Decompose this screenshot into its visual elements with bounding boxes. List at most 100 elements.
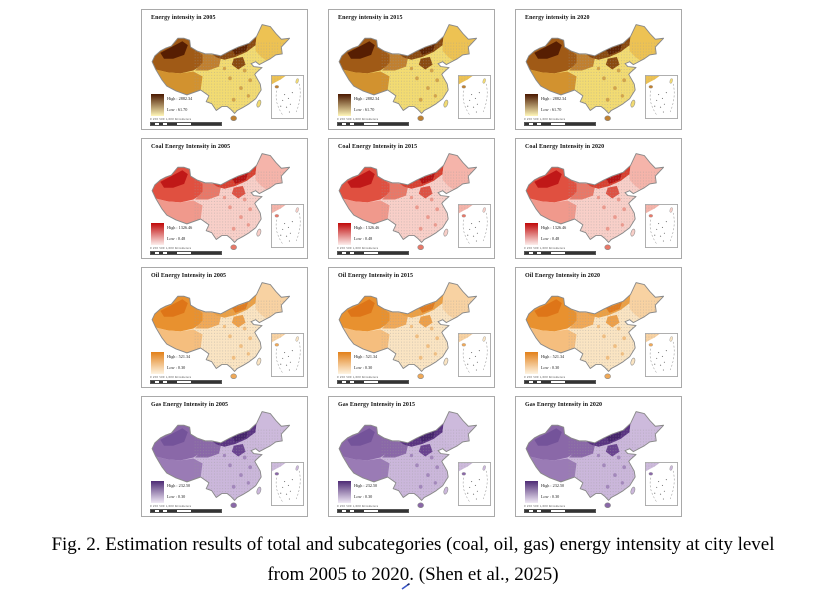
map-panel-total-2015: Energy intensity in 2015 High : 2882.34 … <box>328 9 495 130</box>
legend-low-value: Low : 0.48 <box>541 236 560 242</box>
scale-bar-labels: 0 250 500 1,000 Kilometers <box>337 246 379 251</box>
map-title: Coal Energy Intensity in 2020 <box>525 144 605 150</box>
legend-high-value: High : 1326.46 <box>541 225 567 231</box>
legend-gradient-swatch <box>338 481 351 503</box>
scale-bar: 0 250 500 1,000 Kilometers <box>150 376 232 384</box>
map-grid: Energy intensity in 2005 High : 2882.34 … <box>141 9 682 517</box>
map-panel-gas-2015: Gas Energy Intensity in 2015 High : 232.… <box>328 396 495 517</box>
scale-bar-labels: 0 250 500 1,000 Kilometers <box>524 246 566 251</box>
scale-bar-rule <box>337 509 409 513</box>
south-china-sea-inset <box>271 333 304 377</box>
south-china-sea-inset <box>458 462 491 506</box>
legend-high-value: High : 232.50 <box>354 483 378 489</box>
legend-high-value: High : 2882.34 <box>167 96 193 102</box>
map-legend: High : 2882.34 Low : 61.70 <box>525 94 566 116</box>
south-china-sea-inset <box>271 75 304 119</box>
map-title: Gas Energy Intensity in 2005 <box>151 402 229 408</box>
map-title: Energy intensity in 2015 <box>338 15 403 21</box>
scale-bar: 0 250 500 1,000 Kilometers <box>524 118 606 126</box>
map-panel-coal-2005: Coal Energy Intensity in 2005 High : 132… <box>141 138 308 259</box>
legend-gradient-swatch <box>525 481 538 503</box>
legend-gradient-swatch <box>151 94 164 116</box>
legend-high-value: High : 521.34 <box>541 354 565 360</box>
south-china-sea-inset <box>645 75 678 119</box>
figure-caption-line1: Fig. 2. Estimation results of total and … <box>51 534 775 555</box>
map-panel-coal-2015: Coal Energy Intensity in 2015 High : 132… <box>328 138 495 259</box>
legend-low-value: Low : 0.30 <box>354 365 373 371</box>
scale-bar-rule <box>524 122 596 126</box>
scale-bar-rule <box>150 509 222 513</box>
legend-high-value: High : 1326.46 <box>167 225 193 231</box>
scale-bar-rule <box>337 251 409 255</box>
legend-low-value: Low : 61.70 <box>541 107 562 113</box>
legend-high-value: High : 2882.34 <box>541 96 567 102</box>
scale-bar-labels: 0 250 500 1,000 Kilometers <box>150 246 192 251</box>
legend-low-value: Low : 0.30 <box>167 494 186 500</box>
scale-bar-rule <box>337 380 409 384</box>
scale-bar: 0 250 500 1,000 Kilometers <box>150 118 232 126</box>
legend-gradient-swatch <box>338 223 351 245</box>
map-title: Oil Energy Intensity in 2015 <box>338 273 414 279</box>
map-legend: High : 521.34 Low : 0.30 <box>151 352 190 374</box>
map-title: Energy intensity in 2005 <box>151 15 216 21</box>
legend-low-value: Low : 0.30 <box>541 494 560 500</box>
map-title: Energy intensity in 2020 <box>525 15 590 21</box>
scale-bar-rule <box>524 251 596 255</box>
map-legend: High : 521.34 Low : 0.30 <box>525 352 564 374</box>
map-legend: High : 2882.34 Low : 61.70 <box>151 94 192 116</box>
legend-high-value: High : 521.34 <box>354 354 378 360</box>
cursor-artifact-mark <box>401 577 411 590</box>
map-panel-oil-2005: Oil Energy Intensity in 2005 High : 521.… <box>141 267 308 388</box>
legend-high-value: High : 1326.46 <box>354 225 380 231</box>
scale-bar: 0 250 500 1,000 Kilometers <box>337 376 419 384</box>
scale-bar: 0 250 500 1,000 Kilometers <box>337 118 419 126</box>
legend-gradient-swatch <box>338 352 351 374</box>
scale-bar: 0 250 500 1,000 Kilometers <box>524 247 606 255</box>
scale-bar-rule <box>524 380 596 384</box>
scale-bar-rule <box>150 251 222 255</box>
map-title: Gas Energy Intensity in 2015 <box>338 402 416 408</box>
figure-caption-line2: from 2005 to 2020. (Shen et al., 2025) <box>267 564 559 585</box>
south-china-sea-inset <box>271 204 304 248</box>
scale-bar-labels: 0 250 500 1,000 Kilometers <box>524 375 566 380</box>
legend-gradient-swatch <box>151 481 164 503</box>
map-title: Oil Energy Intensity in 2020 <box>525 273 601 279</box>
map-legend: High : 232.50 Low : 0.30 <box>151 481 190 503</box>
legend-high-value: High : 232.50 <box>167 483 191 489</box>
map-title: Coal Energy Intensity in 2005 <box>151 144 231 150</box>
scale-bar-labels: 0 250 500 1,000 Kilometers <box>337 117 379 122</box>
legend-low-value: Low : 0.48 <box>354 236 373 242</box>
scale-bar-labels: 0 250 500 1,000 Kilometers <box>337 504 379 509</box>
figure-caption: Fig. 2. Estimation results of total and … <box>0 530 826 590</box>
scale-bar-labels: 0 250 500 1,000 Kilometers <box>150 375 192 380</box>
scale-bar-labels: 0 250 500 1,000 Kilometers <box>524 504 566 509</box>
scale-bar: 0 250 500 1,000 Kilometers <box>150 247 232 255</box>
legend-high-value: High : 232.50 <box>541 483 565 489</box>
scale-bar: 0 250 500 1,000 Kilometers <box>337 505 419 513</box>
map-panel-oil-2015: Oil Energy Intensity in 2015 High : 521.… <box>328 267 495 388</box>
scale-bar-labels: 0 250 500 1,000 Kilometers <box>524 117 566 122</box>
legend-low-value: Low : 0.30 <box>541 365 560 371</box>
map-legend: High : 521.34 Low : 0.30 <box>338 352 377 374</box>
scale-bar-rule <box>524 509 596 513</box>
map-legend: High : 232.50 Low : 0.30 <box>338 481 377 503</box>
south-china-sea-inset <box>645 462 678 506</box>
map-panel-coal-2020: Coal Energy Intensity in 2020 High : 132… <box>515 138 682 259</box>
legend-gradient-swatch <box>151 223 164 245</box>
legend-gradient-swatch <box>151 352 164 374</box>
legend-low-value: Low : 0.30 <box>167 365 186 371</box>
map-legend: High : 1326.46 Low : 0.48 <box>525 223 566 245</box>
scale-bar: 0 250 500 1,000 Kilometers <box>524 376 606 384</box>
map-panel-gas-2005: Gas Energy Intensity in 2005 High : 232.… <box>141 396 308 517</box>
legend-low-value: Low : 0.48 <box>167 236 186 242</box>
scale-bar-rule <box>337 122 409 126</box>
map-title: Gas Energy Intensity in 2020 <box>525 402 603 408</box>
map-title: Coal Energy Intensity in 2015 <box>338 144 418 150</box>
legend-low-value: Low : 0.30 <box>354 494 373 500</box>
map-panel-total-2005: Energy intensity in 2005 High : 2882.34 … <box>141 9 308 130</box>
legend-gradient-swatch <box>525 352 538 374</box>
map-panel-total-2020: Energy intensity in 2020 High : 2882.34 … <box>515 9 682 130</box>
south-china-sea-inset <box>271 462 304 506</box>
scale-bar-labels: 0 250 500 1,000 Kilometers <box>337 375 379 380</box>
